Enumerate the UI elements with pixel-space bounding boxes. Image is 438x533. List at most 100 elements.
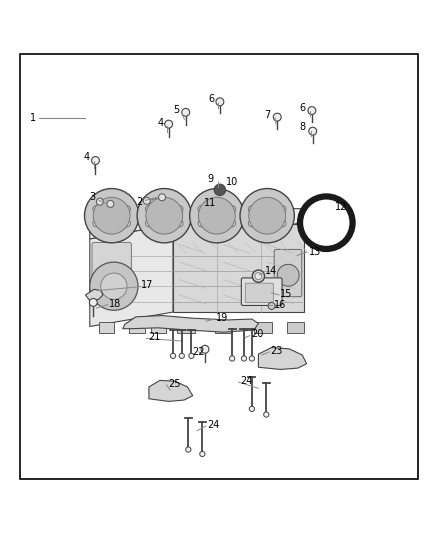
Circle shape bbox=[252, 270, 265, 282]
Circle shape bbox=[96, 198, 103, 205]
Circle shape bbox=[201, 345, 209, 353]
FancyBboxPatch shape bbox=[245, 283, 273, 302]
Circle shape bbox=[249, 197, 286, 234]
Circle shape bbox=[89, 298, 97, 306]
Circle shape bbox=[249, 356, 254, 361]
Polygon shape bbox=[123, 316, 258, 332]
Bar bbox=[129, 322, 145, 333]
Text: 12: 12 bbox=[335, 203, 347, 212]
Bar bbox=[177, 322, 195, 333]
Circle shape bbox=[145, 206, 152, 213]
Text: 10: 10 bbox=[226, 177, 238, 188]
Circle shape bbox=[101, 273, 127, 300]
Text: 6: 6 bbox=[208, 94, 215, 104]
Circle shape bbox=[264, 412, 269, 417]
Text: 17: 17 bbox=[141, 280, 153, 290]
Circle shape bbox=[137, 189, 191, 243]
Circle shape bbox=[93, 220, 100, 227]
Text: 8: 8 bbox=[300, 122, 306, 132]
Polygon shape bbox=[149, 381, 193, 401]
Polygon shape bbox=[258, 348, 307, 369]
Circle shape bbox=[273, 113, 281, 121]
Circle shape bbox=[198, 206, 205, 213]
Circle shape bbox=[216, 98, 224, 106]
Circle shape bbox=[229, 206, 236, 213]
Circle shape bbox=[279, 220, 286, 227]
Circle shape bbox=[170, 353, 176, 359]
Text: 25: 25 bbox=[168, 379, 181, 389]
Text: 15: 15 bbox=[280, 289, 293, 298]
Text: 5: 5 bbox=[173, 104, 179, 115]
FancyBboxPatch shape bbox=[92, 243, 131, 304]
Text: 4: 4 bbox=[83, 152, 89, 162]
Circle shape bbox=[248, 206, 255, 213]
Circle shape bbox=[124, 220, 131, 227]
Circle shape bbox=[165, 120, 173, 128]
Circle shape bbox=[248, 220, 255, 227]
Circle shape bbox=[240, 189, 294, 243]
Text: 11: 11 bbox=[204, 198, 216, 208]
Circle shape bbox=[143, 197, 150, 204]
Text: 9: 9 bbox=[208, 174, 214, 184]
Circle shape bbox=[230, 356, 235, 361]
Text: 3: 3 bbox=[89, 192, 95, 203]
Text: 6: 6 bbox=[300, 103, 306, 113]
Circle shape bbox=[255, 273, 262, 280]
Bar bbox=[99, 322, 114, 333]
Bar bbox=[215, 322, 232, 333]
Circle shape bbox=[241, 356, 247, 361]
Bar bbox=[254, 322, 272, 333]
Text: 21: 21 bbox=[148, 333, 160, 343]
Circle shape bbox=[145, 220, 152, 227]
Polygon shape bbox=[90, 209, 304, 239]
FancyBboxPatch shape bbox=[274, 249, 302, 297]
Circle shape bbox=[93, 206, 100, 213]
Circle shape bbox=[277, 264, 299, 286]
Circle shape bbox=[85, 189, 139, 243]
Circle shape bbox=[214, 184, 226, 196]
Circle shape bbox=[200, 451, 205, 457]
Circle shape bbox=[124, 206, 131, 213]
Circle shape bbox=[107, 200, 114, 207]
Text: 23: 23 bbox=[271, 345, 283, 356]
Circle shape bbox=[179, 353, 184, 359]
Circle shape bbox=[93, 197, 130, 234]
Polygon shape bbox=[85, 289, 103, 301]
Bar bbox=[287, 322, 304, 333]
Text: 24: 24 bbox=[240, 376, 252, 386]
Bar bbox=[151, 322, 166, 333]
Circle shape bbox=[90, 262, 138, 310]
Circle shape bbox=[229, 220, 236, 227]
Circle shape bbox=[186, 447, 191, 452]
Polygon shape bbox=[90, 224, 173, 327]
Text: 2: 2 bbox=[137, 197, 143, 207]
Text: 4: 4 bbox=[158, 118, 164, 128]
Circle shape bbox=[159, 194, 166, 201]
Circle shape bbox=[300, 197, 353, 249]
Text: 22: 22 bbox=[192, 347, 205, 357]
Circle shape bbox=[279, 206, 286, 213]
Circle shape bbox=[198, 220, 205, 227]
Circle shape bbox=[146, 197, 183, 234]
Circle shape bbox=[190, 189, 244, 243]
Text: 1: 1 bbox=[30, 114, 36, 124]
FancyBboxPatch shape bbox=[241, 278, 282, 305]
Circle shape bbox=[176, 206, 183, 213]
Circle shape bbox=[198, 197, 235, 234]
Circle shape bbox=[249, 406, 254, 411]
Text: 19: 19 bbox=[216, 313, 229, 323]
Circle shape bbox=[268, 302, 275, 310]
Circle shape bbox=[176, 220, 183, 227]
Circle shape bbox=[92, 157, 99, 165]
Text: 14: 14 bbox=[265, 266, 278, 276]
Circle shape bbox=[309, 127, 317, 135]
Circle shape bbox=[308, 107, 316, 115]
Text: 18: 18 bbox=[109, 298, 121, 309]
Text: 7: 7 bbox=[265, 109, 271, 119]
Text: 16: 16 bbox=[274, 300, 286, 310]
Text: 20: 20 bbox=[251, 329, 264, 340]
Circle shape bbox=[182, 108, 190, 116]
Text: 24: 24 bbox=[208, 420, 220, 430]
Text: 13: 13 bbox=[309, 247, 321, 257]
Circle shape bbox=[189, 353, 194, 359]
